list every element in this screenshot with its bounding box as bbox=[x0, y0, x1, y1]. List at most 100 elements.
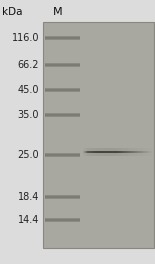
Bar bbox=[83, 148, 84, 151]
Bar bbox=[45, 36, 80, 37]
Bar bbox=[121, 145, 122, 148]
Bar bbox=[45, 113, 80, 114]
Bar bbox=[109, 151, 110, 153]
Bar bbox=[125, 156, 126, 158]
Bar bbox=[89, 151, 90, 153]
Bar bbox=[151, 151, 152, 153]
Bar bbox=[143, 156, 144, 158]
Bar bbox=[105, 151, 106, 153]
Bar bbox=[110, 145, 111, 148]
Bar bbox=[124, 145, 125, 148]
Bar bbox=[83, 151, 84, 153]
Bar bbox=[92, 153, 93, 156]
Bar bbox=[91, 148, 92, 151]
Bar bbox=[45, 64, 80, 66]
Text: 66.2: 66.2 bbox=[18, 60, 39, 70]
Bar bbox=[45, 154, 80, 156]
Bar bbox=[101, 153, 102, 156]
Bar bbox=[119, 156, 120, 158]
Bar bbox=[139, 153, 140, 156]
Bar bbox=[91, 153, 92, 156]
Bar bbox=[122, 156, 123, 158]
Bar bbox=[97, 151, 98, 153]
Bar bbox=[123, 145, 124, 148]
Text: kDa: kDa bbox=[2, 7, 22, 17]
Bar bbox=[105, 156, 106, 158]
Bar bbox=[85, 148, 86, 151]
Bar bbox=[146, 145, 147, 148]
Bar bbox=[116, 151, 117, 153]
Bar bbox=[92, 151, 93, 153]
Bar bbox=[151, 148, 152, 151]
Bar bbox=[131, 151, 132, 153]
Bar bbox=[149, 156, 150, 158]
Bar bbox=[93, 145, 94, 148]
Bar bbox=[45, 218, 80, 219]
Bar bbox=[100, 151, 101, 153]
Bar bbox=[83, 153, 84, 156]
Bar bbox=[150, 148, 151, 151]
Bar bbox=[115, 156, 116, 158]
Bar bbox=[87, 153, 88, 156]
Bar bbox=[45, 153, 80, 154]
Bar bbox=[130, 156, 131, 158]
Bar bbox=[123, 148, 124, 151]
Bar bbox=[145, 156, 146, 158]
Bar bbox=[149, 153, 150, 156]
Bar bbox=[84, 148, 85, 151]
Bar bbox=[133, 148, 134, 151]
Bar bbox=[136, 156, 137, 158]
Bar bbox=[93, 148, 94, 151]
Bar bbox=[103, 151, 104, 153]
Bar bbox=[96, 145, 97, 148]
Text: 35.0: 35.0 bbox=[18, 110, 39, 120]
Bar bbox=[127, 148, 128, 151]
Bar bbox=[106, 148, 107, 151]
Bar bbox=[144, 145, 145, 148]
Bar bbox=[98, 145, 99, 148]
Text: 25.0: 25.0 bbox=[17, 150, 39, 160]
Bar bbox=[96, 151, 97, 153]
Bar bbox=[126, 148, 127, 151]
Bar bbox=[98, 153, 99, 156]
Bar bbox=[127, 151, 128, 153]
Bar bbox=[126, 156, 127, 158]
Bar bbox=[90, 151, 91, 153]
Bar bbox=[97, 145, 98, 148]
Bar bbox=[128, 148, 129, 151]
Bar bbox=[92, 156, 93, 158]
Bar bbox=[90, 145, 91, 148]
Bar bbox=[121, 148, 122, 151]
Bar bbox=[144, 156, 145, 158]
Bar bbox=[94, 151, 95, 153]
Bar bbox=[114, 151, 115, 153]
Bar bbox=[102, 151, 103, 153]
Bar bbox=[45, 89, 80, 91]
Bar bbox=[121, 153, 122, 156]
Bar bbox=[118, 148, 119, 151]
Bar bbox=[87, 151, 88, 153]
Bar bbox=[145, 153, 146, 156]
Bar bbox=[135, 148, 136, 151]
Bar bbox=[89, 153, 90, 156]
Bar bbox=[85, 151, 86, 153]
Bar bbox=[45, 114, 80, 116]
Bar bbox=[113, 153, 114, 156]
Bar bbox=[84, 145, 85, 148]
Bar bbox=[99, 145, 100, 148]
Bar bbox=[106, 151, 107, 153]
Bar bbox=[136, 153, 137, 156]
Bar bbox=[103, 148, 104, 151]
Bar bbox=[45, 39, 80, 40]
Bar bbox=[84, 151, 85, 153]
Bar bbox=[137, 145, 138, 148]
Bar bbox=[115, 145, 116, 148]
Bar bbox=[45, 196, 80, 198]
Bar bbox=[138, 151, 139, 153]
Bar bbox=[123, 156, 124, 158]
Bar bbox=[125, 148, 126, 151]
Bar bbox=[108, 156, 109, 158]
Bar bbox=[118, 151, 119, 153]
Bar bbox=[120, 151, 121, 153]
Bar bbox=[142, 145, 143, 148]
